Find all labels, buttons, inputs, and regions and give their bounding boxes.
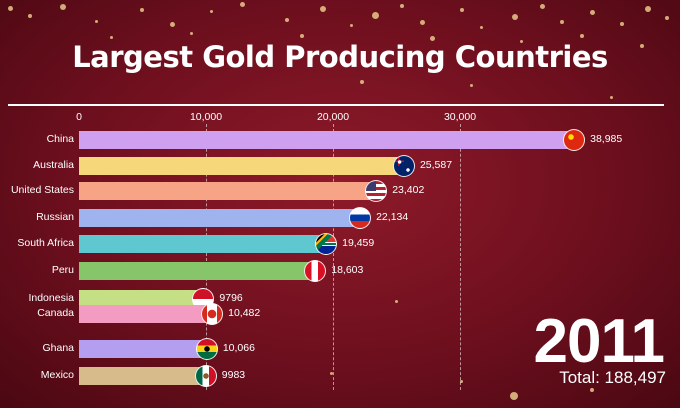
gold-flake <box>320 6 326 12</box>
value-label: 25,587 <box>419 159 453 171</box>
category-label: China <box>46 133 74 145</box>
russia-flag-icon <box>349 207 372 229</box>
value-label: 22,134 <box>376 211 409 223</box>
gold-flake <box>620 22 624 26</box>
x-tick-label: 20,000 <box>316 111 350 123</box>
gold-flake <box>590 10 595 15</box>
x-tick-label: 0 <box>76 111 82 123</box>
value-label: 38,985 <box>590 133 623 145</box>
mexico-flag-icon <box>194 365 217 387</box>
category-label: South Africa <box>17 237 74 249</box>
gold-flake <box>590 388 594 392</box>
china-flag-icon <box>563 129 586 151</box>
bar <box>79 157 404 175</box>
gold-flake <box>460 380 463 383</box>
category-label: Mexico <box>40 369 74 381</box>
gold-flake <box>512 14 518 20</box>
bar <box>79 182 377 200</box>
category-label: Australia <box>33 159 74 171</box>
gold-flake <box>665 16 669 20</box>
bar <box>79 209 361 227</box>
gridline <box>206 124 207 390</box>
gold-flake <box>540 4 545 9</box>
category-label: Ghana <box>42 342 74 354</box>
gold-flake <box>520 40 523 43</box>
gold-flake <box>110 36 113 39</box>
gold-flake <box>28 14 32 18</box>
year-label: 2011 <box>533 307 665 376</box>
gold-flake <box>190 32 193 35</box>
gold-flake <box>400 4 404 8</box>
gold-flake <box>300 34 304 38</box>
peru-flag-icon <box>304 260 327 282</box>
value-label: 9796 <box>219 292 243 304</box>
category-label: Canada <box>37 307 74 319</box>
value-label: 23,402 <box>392 184 425 196</box>
gold-flake <box>285 18 289 22</box>
gold-flake <box>330 372 333 375</box>
bar <box>79 290 204 308</box>
total-label: Total: 188,497 <box>559 368 666 387</box>
gold-flake <box>640 44 644 48</box>
category-label: Russian <box>36 211 74 223</box>
gold-flake <box>210 10 213 13</box>
bar <box>79 262 316 280</box>
x-tick-label: 10,000 <box>189 111 223 123</box>
value-label: 19,459 <box>342 237 375 249</box>
value-label: 10,066 <box>222 342 255 354</box>
gold-flake <box>480 26 483 29</box>
category-label: Peru <box>51 264 74 276</box>
category-label: United States <box>10 184 74 196</box>
gridline <box>460 124 461 390</box>
axis-line <box>8 104 664 106</box>
gold-flake <box>560 20 564 24</box>
gold-flake <box>460 8 464 12</box>
gold-flake <box>610 96 613 99</box>
value-label: 18,603 <box>331 264 364 276</box>
gold-flake <box>8 6 13 11</box>
gold-flake <box>510 392 518 400</box>
gold-flake <box>140 8 144 12</box>
gold-flake <box>470 84 473 87</box>
chart-title: Largest Gold Producing Countries <box>72 40 608 74</box>
gold-flake <box>360 80 364 84</box>
gold-flake <box>430 36 435 41</box>
value-label: 10,482 <box>228 307 261 319</box>
gold-flake <box>372 12 379 19</box>
gold-flake <box>580 34 584 38</box>
gold-flake <box>60 4 66 10</box>
australia-flag-icon <box>392 155 415 177</box>
gold-flake <box>350 24 353 27</box>
category-label: Indonesia <box>28 292 74 304</box>
south-africa-flag-icon <box>315 233 338 255</box>
bar <box>79 235 327 253</box>
gold-flake <box>240 2 245 7</box>
gold-flake <box>95 20 98 23</box>
ghana-flag-icon <box>195 338 218 360</box>
gold-flake <box>395 300 398 303</box>
bar <box>79 367 206 385</box>
gold-flake <box>170 22 175 27</box>
bar <box>79 340 207 358</box>
gold-flake <box>645 6 651 12</box>
gridline <box>333 124 334 390</box>
united-states-flag-icon <box>365 180 388 202</box>
x-tick-label: 30,000 <box>443 111 477 123</box>
value-label: 9983 <box>221 369 246 381</box>
canada-flag-icon <box>201 303 224 325</box>
gold-flake <box>420 20 425 25</box>
bar <box>79 131 575 149</box>
bar <box>79 305 213 323</box>
